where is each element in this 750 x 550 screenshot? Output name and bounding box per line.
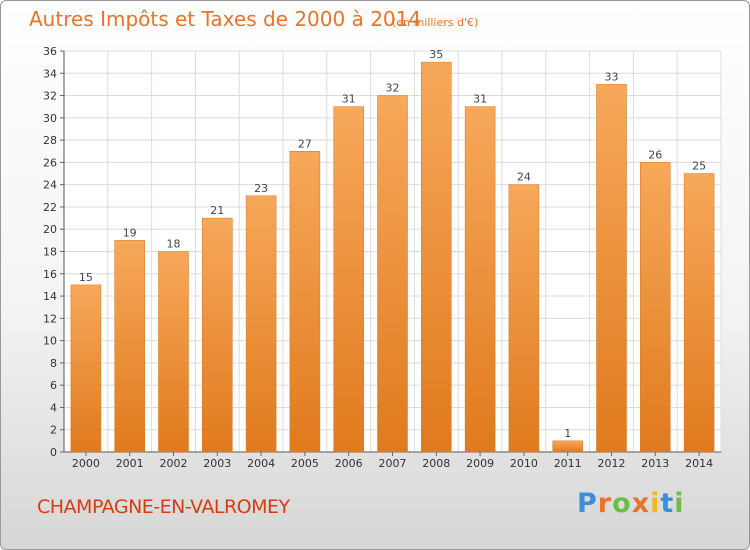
x-tick-label: 2003 — [203, 457, 231, 470]
bar-2003 — [202, 217, 233, 453]
data-label-2004: 23 — [254, 182, 268, 195]
data-label-2003: 21 — [210, 204, 224, 217]
x-tick-label: 2012 — [598, 457, 626, 470]
y-tick-label: 30 — [43, 112, 57, 125]
bar-2012 — [596, 84, 627, 453]
y-tick-label: 24 — [43, 179, 57, 192]
y-tick-label: 0 — [50, 446, 57, 459]
logo-letter: x — [631, 488, 651, 519]
y-tick-label: 10 — [43, 335, 57, 348]
data-label-2000: 15 — [79, 271, 93, 284]
x-tick-label: 2001 — [116, 457, 144, 470]
bar-2013 — [640, 162, 671, 453]
y-tick-label: 4 — [50, 401, 57, 414]
bar-2014 — [683, 173, 715, 453]
bar-2009 — [464, 106, 496, 453]
bar-2004 — [245, 195, 277, 453]
data-label-2001: 19 — [123, 226, 137, 239]
y-tick-label: 28 — [43, 134, 57, 147]
chart-title: Autres Impôts et Taxes de 2000 à 2014 — [29, 7, 422, 31]
x-tick-label: 2010 — [510, 457, 538, 470]
logo-letter: i — [650, 488, 661, 519]
bar-2007 — [377, 95, 408, 453]
y-tick-label: 26 — [43, 156, 57, 169]
x-tick-label: 2013 — [641, 457, 669, 470]
x-tick-label: 2004 — [247, 457, 275, 470]
y-tick-label: 32 — [43, 90, 57, 103]
y-tick-label: 18 — [43, 246, 57, 259]
y-tick-label: 12 — [43, 312, 57, 325]
data-label-2010: 24 — [517, 171, 531, 184]
bar-2005 — [289, 151, 321, 453]
data-label-2011: 1 — [564, 427, 571, 440]
x-tick-label: 2014 — [685, 457, 713, 470]
x-tick-label: 2006 — [335, 457, 363, 470]
labels: 15 19 18 21 23 27 31 32 35 31 24 1 33 26 25 — [79, 48, 706, 440]
x-tick-label: 2008 — [422, 457, 450, 470]
data-label-2002: 18 — [167, 238, 181, 251]
bar-2010 — [508, 184, 540, 453]
y-tick-label: 8 — [50, 357, 57, 370]
commune-name: CHAMPAGNE-EN-VALROMEY — [37, 496, 290, 518]
y-tick-label: 16 — [43, 268, 57, 281]
bars — [70, 61, 715, 453]
data-label-2006: 31 — [342, 93, 356, 106]
bar-2011 — [552, 440, 583, 453]
bar-2000 — [70, 284, 102, 453]
data-label-2013: 26 — [648, 148, 662, 161]
y-tick-label: 14 — [43, 290, 57, 303]
bar-2008 — [421, 61, 452, 453]
x-tick-label: 2011 — [554, 457, 582, 470]
logo-letter: t — [660, 488, 675, 519]
chart-subtitle: (en milliers d'€) — [392, 16, 479, 29]
logo-letter: i — [674, 488, 685, 519]
data-label-2009: 31 — [473, 93, 487, 106]
y-tick-label: 22 — [43, 201, 57, 214]
y-tick-label: 36 — [43, 45, 57, 58]
logo-letter: P — [577, 488, 598, 519]
data-label-2005: 27 — [298, 137, 312, 150]
data-label-2008: 35 — [429, 48, 443, 61]
data-label-2012: 33 — [605, 70, 619, 83]
x-tick-label: 2005 — [291, 457, 319, 470]
bar-2006 — [333, 106, 364, 453]
bar-2002 — [158, 251, 189, 453]
y-tick-label: 20 — [43, 223, 57, 236]
x-tick-label: 2000 — [72, 457, 100, 470]
y-tick-label: 34 — [43, 67, 57, 80]
x-tick-label: 2007 — [379, 457, 407, 470]
y-tick-label: 6 — [50, 379, 57, 392]
logo-letter: r — [597, 488, 613, 519]
x-tick-label: 2002 — [160, 457, 188, 470]
bar-2001 — [114, 240, 145, 453]
data-label-2014: 25 — [692, 160, 706, 173]
data-label-2007: 32 — [386, 82, 400, 95]
logo-letter: o — [612, 488, 632, 519]
x-tick-label: 2009 — [466, 457, 494, 470]
proxiti-logo: Proxiti — [577, 488, 685, 519]
y-tick-label: 2 — [50, 424, 57, 437]
